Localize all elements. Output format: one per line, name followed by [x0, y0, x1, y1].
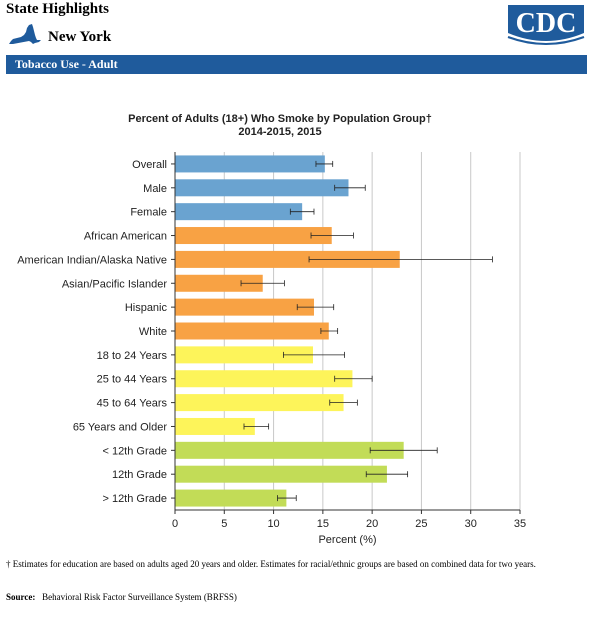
- category-label: Hispanic: [125, 302, 168, 314]
- bar: [175, 489, 287, 507]
- bar: [175, 417, 255, 435]
- bar: [175, 203, 303, 221]
- cdc-logo: CDC: [506, 3, 586, 49]
- x-tick-label: 0: [172, 518, 178, 530]
- x-tick-label: 15: [317, 518, 329, 530]
- x-tick-label: 25: [415, 518, 427, 530]
- bar: [175, 179, 349, 197]
- category-label: Asian/Pacific Islander: [62, 278, 167, 290]
- category-label: 45 to 64 Years: [97, 398, 168, 410]
- source-text: Behavioral Risk Factor Surveillance Syst…: [42, 592, 237, 602]
- category-label: American Indian/Alaska Native: [17, 254, 167, 266]
- bar: [175, 370, 353, 388]
- category-label: 18 to 24 Years: [97, 350, 168, 362]
- state-name: New York: [48, 29, 112, 45]
- category-label: 12th Grade: [112, 469, 167, 481]
- category-label: Overall: [132, 159, 167, 171]
- topic-bar: Tobacco Use - Adult: [6, 55, 587, 74]
- chart-title-block: Percent of Adults (18+) Who Smoke by Pop…: [40, 113, 520, 139]
- footnote: † Estimates for education are based on a…: [6, 559, 536, 569]
- chart-subtitle: 2014-2015, 2015: [238, 126, 322, 138]
- topic-label: Tobacco Use - Adult: [15, 57, 118, 71]
- category-label: < 12th Grade: [102, 445, 167, 457]
- category-label: African American: [84, 231, 167, 243]
- bar: [175, 155, 325, 173]
- category-label: Female: [130, 207, 167, 219]
- x-tick-label: 5: [221, 518, 227, 530]
- bar: [175, 274, 263, 292]
- new-york-state-icon: [9, 24, 41, 44]
- source-label: Source:: [6, 592, 36, 602]
- category-label: > 12th Grade: [102, 493, 167, 505]
- page-title: State Highlights: [6, 1, 109, 17]
- x-tick-label: 35: [514, 518, 526, 530]
- category-label: 65 Years and Older: [73, 421, 168, 433]
- x-tick-label: 20: [366, 518, 378, 530]
- bar: [175, 441, 404, 459]
- bar: [175, 346, 313, 364]
- bar-layer: [175, 155, 404, 507]
- bar: [175, 298, 314, 316]
- bar: [175, 465, 387, 483]
- bar: [175, 394, 344, 412]
- axis-layer: 0 5 10 15 20 25 30 35 Overall Male Female African A…: [17, 152, 526, 530]
- x-tick-label: 30: [465, 518, 477, 530]
- bar: [175, 322, 329, 340]
- x-tick-label: 10: [267, 518, 279, 530]
- chart-title: Percent of Adults (18+) Who Smoke by Pop…: [128, 113, 432, 125]
- cdc-logo-text: CDC: [516, 8, 577, 39]
- bar: [175, 227, 332, 245]
- error-bar-layer: [240, 160, 493, 502]
- x-axis-label: Percent (%): [318, 534, 376, 546]
- category-label: Male: [143, 183, 167, 195]
- smoking-bar-chart: 0 5 10 15 20 25 30 35 Overall Male Female African A…: [17, 152, 526, 546]
- category-label: White: [139, 326, 167, 338]
- bar: [175, 250, 400, 268]
- category-label: 25 to 44 Years: [97, 374, 168, 386]
- source-note: Source: Behavioral Risk Factor Surveilla…: [6, 591, 571, 603]
